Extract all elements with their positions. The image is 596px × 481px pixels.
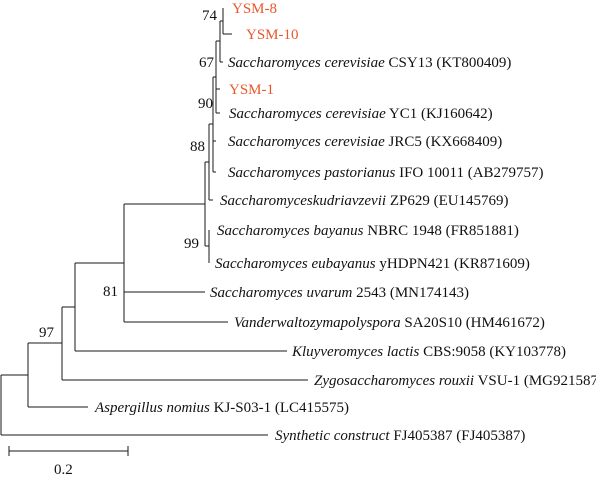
taxon-species-name: Saccharomyceskudriavzevii: [220, 193, 386, 209]
taxon-label-vand: Vanderwaltozymapolyspora SA20S10 (HM4616…: [234, 315, 545, 331]
taxon-species-name: Saccharomyces cerevisiae: [228, 55, 385, 71]
taxon-label-s2543: Saccharomyces uvarum 2543 (MN174143): [210, 285, 469, 301]
taxon-labels: YSM-8 YSM-10 Saccharomyces cerevisiae CSY1…: [94, 1, 596, 444]
taxon-label-nbrc: Saccharomyces bayanus NBRC 1948 (FR85188…: [217, 223, 519, 239]
taxon-label-kluy: Kluyveromyces lactis CBS:9058 (KY103778): [291, 344, 566, 360]
taxon-label-asp: Aspergillus nomius KJ-S03-1 (LC415575): [94, 400, 349, 416]
taxon-species-name: Saccharomyces bayanus: [217, 223, 364, 239]
taxon-label-ysm8: YSM-8: [232, 1, 277, 17]
taxon-strain-accession: SA20S10 (HM461672): [401, 315, 545, 331]
taxon-strain-accession: FJ405387 (FJ405387): [390, 428, 526, 444]
taxon-species-name: Kluyveromyces lactis: [291, 344, 419, 360]
taxon-label-ysm10: YSM-10: [246, 27, 299, 43]
taxon-label-jrc5: Saccharomyces cerevisiae JRC5 (KX668409): [228, 134, 502, 150]
bootstrap-value-74: 74: [202, 8, 218, 24]
taxon-species-name: Saccharomyces eubayanus: [215, 256, 376, 272]
bootstrap-value-90: 90: [198, 96, 213, 112]
bootstrap-values: 74 67 90 88 99 81 97: [39, 8, 218, 341]
taxon-species-name: Saccharomyces cerevisiae: [228, 134, 385, 150]
taxon-strain-accession: KJ-S03-1 (LC415575): [210, 400, 349, 416]
tree-branches: [0, 8, 308, 436]
scale-bar: 0.2: [8, 446, 129, 478]
taxon-species-name: Vanderwaltozymapolyspora: [234, 315, 401, 331]
taxon-strain-accession: IFO 10011 (AB279757): [395, 165, 543, 181]
taxon-species-name: Saccharomyces uvarum: [210, 285, 352, 301]
taxon-strain-accession: JRC5 (KX668409): [385, 134, 503, 150]
taxon-strain-accession: YSM-1: [229, 82, 274, 98]
taxon-strain-accession: YC1 (KJ160642): [386, 106, 493, 122]
taxon-label-ysm1: YSM-1: [229, 82, 274, 98]
bootstrap-value-81: 81: [103, 284, 118, 300]
taxon-species-name: Aspergillus nomius: [94, 400, 210, 416]
taxon-label-ifo: Saccharomyces pastorianus IFO 10011 (AB2…: [228, 165, 544, 181]
taxon-species-name: Zygosaccharomyces rouxii: [314, 373, 474, 389]
taxon-strain-accession: ZP629 (EU145769): [386, 193, 509, 209]
taxon-label-synth: Synthetic construct FJ405387 (FJ405387): [275, 428, 525, 444]
taxon-label-zp629: Saccharomyceskudriavzevii ZP629 (EU14576…: [220, 193, 509, 209]
bootstrap-value-97: 97: [39, 325, 55, 341]
taxon-species-name: Saccharomyces pastorianus: [228, 165, 395, 181]
taxon-strain-accession: CBS:9058 (KY103778): [419, 344, 566, 360]
taxon-strain-accession: YSM-8: [232, 1, 277, 17]
taxon-strain-accession: VSU-1 (MG921587): [474, 373, 596, 389]
taxon-label-yc1: Saccharomyces cerevisiae YC1 (KJ160642): [229, 106, 493, 122]
taxon-strain-accession: NBRC 1948 (FR851881): [363, 223, 518, 239]
taxon-strain-accession: CSY13 (KT800409): [385, 55, 512, 71]
taxon-strain-accession: yHDPN421 (KR871609): [376, 256, 530, 272]
bootstrap-value-88: 88: [190, 139, 205, 155]
taxon-label-csy13: Saccharomyces cerevisiae CSY13 (KT800409…: [228, 55, 511, 71]
taxon-strain-accession: 2543 (MN174143): [352, 285, 469, 301]
taxon-species-name: Synthetic construct: [275, 428, 390, 444]
scale-bar-label: 0.2: [54, 462, 73, 478]
taxon-label-zygo: Zygosaccharomyces rouxii VSU-1 (MG921587…: [314, 373, 596, 389]
bootstrap-value-99: 99: [184, 236, 199, 252]
taxon-label-yhdpn: Saccharomyces eubayanus yHDPN421 (KR8716…: [215, 256, 530, 272]
taxon-strain-accession: YSM-10: [246, 27, 299, 43]
bootstrap-value-67: 67: [199, 55, 215, 71]
taxon-species-name: Saccharomyces cerevisiae: [229, 106, 386, 122]
